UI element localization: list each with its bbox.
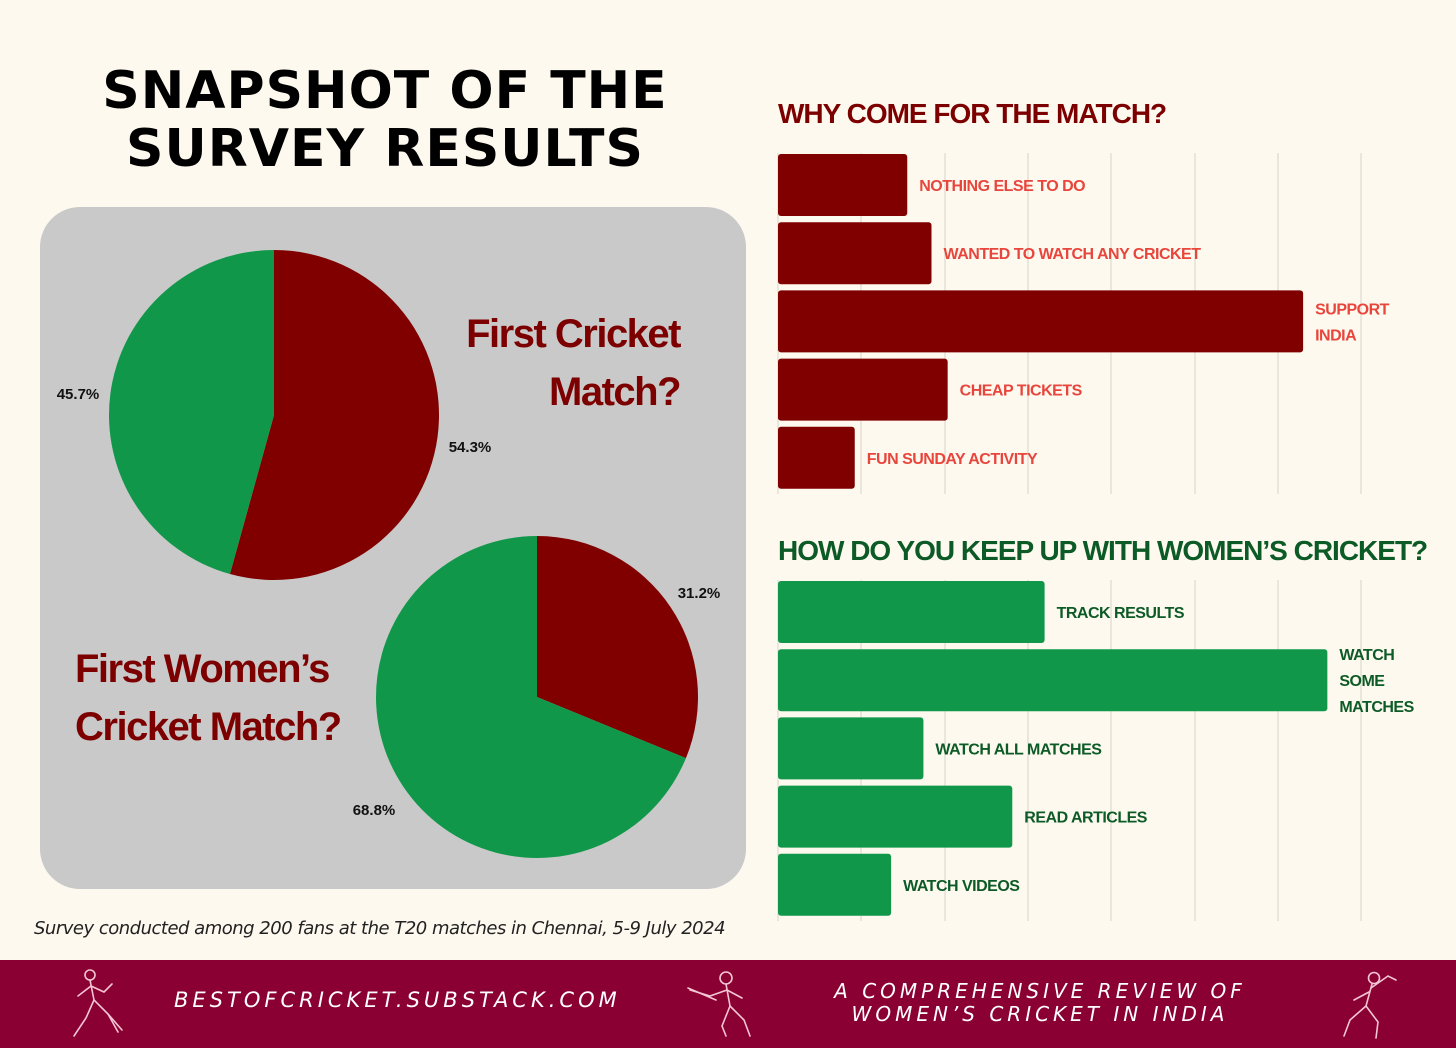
cricketer-batting-icon xyxy=(687,971,751,1037)
pie2-title-line2: Cricket Match? xyxy=(75,705,342,749)
footer-banner: BESTOFCRICKET.SUBSTACK.COM A COMPREHENSI… xyxy=(0,960,1456,1048)
keep-up-heading: HOW DO YOU KEEP UP WITH WOMEN’S CRICKET? xyxy=(778,535,1428,566)
chart2-bar-5-label: WATCH VIDEOS xyxy=(903,878,1020,895)
pie2-title-line1: First Women’s xyxy=(75,647,330,691)
chart2-bar-2-label: WATCH SOME MATCHES xyxy=(1339,647,1414,716)
chart1-bar-3-label: SUPPORT INDIA xyxy=(1315,301,1390,344)
chart2-bar-3-label: WATCH ALL MATCHES xyxy=(935,741,1102,758)
page-title-line1: SNAPSHOT OF THE xyxy=(102,61,668,121)
chart2-bar-2 xyxy=(778,649,1328,712)
chart2-bar-4 xyxy=(778,785,1013,848)
pie1-slice-2-label: 45.7% xyxy=(57,386,100,403)
pie2-slice-2-label: 68.8% xyxy=(353,802,396,819)
pie2-slice-2 xyxy=(375,536,686,859)
chart1-bar-2-label: WANTED TO WATCH ANY CRICKET xyxy=(943,246,1201,263)
chart1-bar-5-label: FUN SUNDAY ACTIVITY xyxy=(867,451,1038,468)
why-come-heading: WHY COME FOR THE MATCH? xyxy=(778,98,1167,129)
pie1-title: First Cricket Match? xyxy=(390,305,682,421)
pie1-title-line2: Match? xyxy=(549,370,682,414)
footer-tagline-line1: A COMPREHENSIVE REVIEW OF xyxy=(834,979,1246,1003)
pie2-title: First Women’s Cricket Match? xyxy=(75,640,395,756)
chart1-bar-4 xyxy=(778,358,948,421)
chart1-bar-1-label: NOTHING ELSE TO DO xyxy=(919,178,1085,195)
chart2-bar-1-label: TRACK RESULTS xyxy=(1057,605,1185,622)
cricketer-running-icon xyxy=(73,969,123,1037)
survey-footnote: Survey conducted among 200 fans at the T… xyxy=(34,918,726,939)
page-title-line2: SURVEY RESULTS xyxy=(126,119,644,179)
chart2-bar-3 xyxy=(778,717,924,780)
pie1-slice-2 xyxy=(108,250,274,575)
cricketer-bowling-icon xyxy=(1343,971,1397,1039)
footer-site-link[interactable]: BESTOFCRICKET.SUBSTACK.COM xyxy=(174,988,621,1012)
footer-tagline-line2: WOMEN’S CRICKET IN INDIA xyxy=(851,1002,1229,1026)
chart1-bar-1 xyxy=(778,154,908,216)
chart1-bar-5 xyxy=(778,426,855,489)
pie1-slice-1 xyxy=(229,250,439,580)
pie2-slice-1 xyxy=(537,536,698,759)
page-title: SNAPSHOT OF THE SURVEY RESULTS xyxy=(40,62,730,178)
chart2-bar-1 xyxy=(778,581,1045,643)
footer-tagline: A COMPREHENSIVE REVIEW OF WOMEN’S CRICKE… xyxy=(790,980,1290,1026)
chart1-bar-3 xyxy=(778,290,1304,353)
pie2-slice-1-label: 31.2% xyxy=(678,585,721,602)
pie1-title-line1: First Cricket xyxy=(466,312,681,356)
pie-charts: 54.3% 45.7% 31.2% 68.8% xyxy=(57,250,721,859)
bar-charts: NOTHING ELSE TO DO WANTED TO WATCH ANY CR… xyxy=(777,153,1415,921)
chart1-bar-4-label: CHEAP TICKETS xyxy=(960,383,1083,400)
pie1-slice-1-label: 54.3% xyxy=(449,439,492,456)
chart2-bar-4-label: READ ARTICLES xyxy=(1024,810,1148,827)
chart2-bar-5 xyxy=(778,853,892,916)
chart1-bar-2 xyxy=(778,222,932,285)
